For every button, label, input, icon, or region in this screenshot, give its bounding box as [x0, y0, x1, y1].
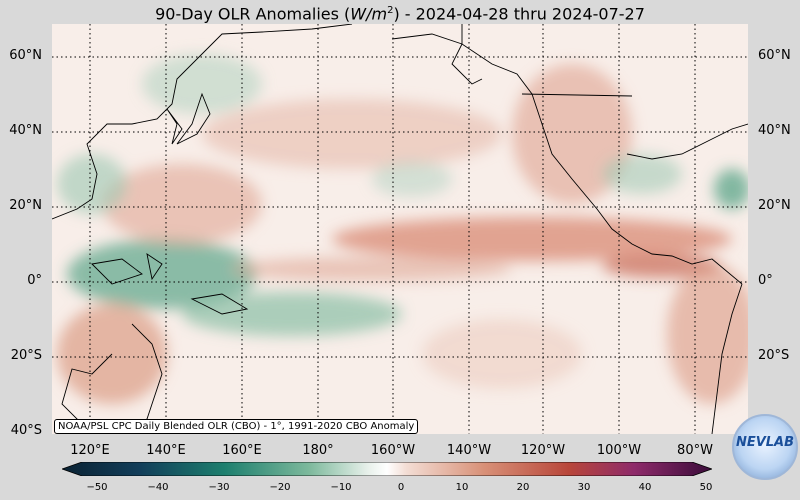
lon-label: 120°E [70, 443, 110, 458]
colorbar-tick: −20 [269, 482, 291, 493]
lon-label: 180° [302, 443, 334, 458]
anomaly-blob [422, 319, 582, 389]
anomaly-blob [142, 54, 262, 114]
anomaly-blob [667, 264, 748, 404]
data-source-credit: NOAA/PSL CPC Daily Blended OLR (CBO) - 1… [54, 419, 419, 434]
north-america-gulf [626, 123, 748, 160]
colorbar-tick: 40 [638, 482, 652, 493]
olr-anomaly-map [52, 24, 748, 434]
lon-label: 120°W [520, 443, 566, 458]
colorbar-tick: −40 [147, 482, 169, 493]
anomaly-blob [714, 169, 748, 209]
colorbar-tick: 20 [516, 482, 530, 493]
colorbar-tick: 50 [699, 482, 713, 493]
colorbar-tick: 30 [577, 482, 591, 493]
lon-label: 160°E [222, 443, 262, 458]
japan-coast [176, 92, 211, 145]
lat-label-right: 40°N [758, 123, 791, 138]
nevlab-logo: NEVLAB [732, 414, 798, 480]
korea-coast [166, 108, 183, 145]
anomaly-blob [67, 239, 257, 309]
colorbar-tick: −30 [208, 482, 230, 493]
lon-label: 140°E [146, 443, 186, 458]
lat-label-right: 20°S [758, 348, 790, 363]
anomaly-blob [232, 257, 512, 281]
lat-label-left: 60°N [9, 48, 42, 63]
colorbar [62, 462, 712, 476]
south-america-coast [711, 283, 743, 434]
anomaly-blob [332, 217, 732, 261]
map-title: 90-Day OLR Anomalies (W/m2) - 2024-04-28… [155, 4, 645, 24]
lat-label-left: 20°S [10, 348, 42, 363]
lon-label: 160°W [370, 443, 416, 458]
anomaly-blob [57, 154, 127, 214]
indonesia-coast [91, 253, 163, 285]
asia-coast [52, 24, 353, 220]
colorbar-tick: −10 [330, 482, 352, 493]
lat-label-left: 20°N [9, 198, 42, 213]
colorbar-tick: −50 [86, 482, 108, 493]
lat-label-right: 0° [758, 273, 773, 288]
colorbar-tick: 0 [397, 482, 405, 493]
anomaly-blob [182, 292, 402, 336]
coastlines [52, 24, 748, 434]
lat-label-left: 0° [27, 273, 42, 288]
lat-label-left: 40°S [10, 423, 42, 438]
lat-label-left: 40°N [9, 123, 42, 138]
anomaly-blob [102, 164, 262, 244]
anomaly-blob [512, 64, 632, 204]
anomaly-blob [372, 161, 452, 197]
colorbar-tick: 10 [455, 482, 469, 493]
lat-label-right: 20°N [758, 198, 791, 213]
logo-text: NEVLAB [735, 435, 795, 450]
new-guinea-coast [190, 293, 249, 315]
lon-label: 140°W [446, 443, 492, 458]
lon-label: 80°W [677, 443, 713, 458]
graticule [52, 24, 748, 434]
lon-label: 100°W [596, 443, 642, 458]
anomaly-blob [202, 99, 502, 169]
lat-label-right: 60°N [758, 48, 791, 63]
border-line [521, 93, 633, 97]
alaska-coast [451, 43, 483, 85]
anomaly-blob [602, 154, 682, 194]
americas-west-coast [391, 33, 743, 285]
